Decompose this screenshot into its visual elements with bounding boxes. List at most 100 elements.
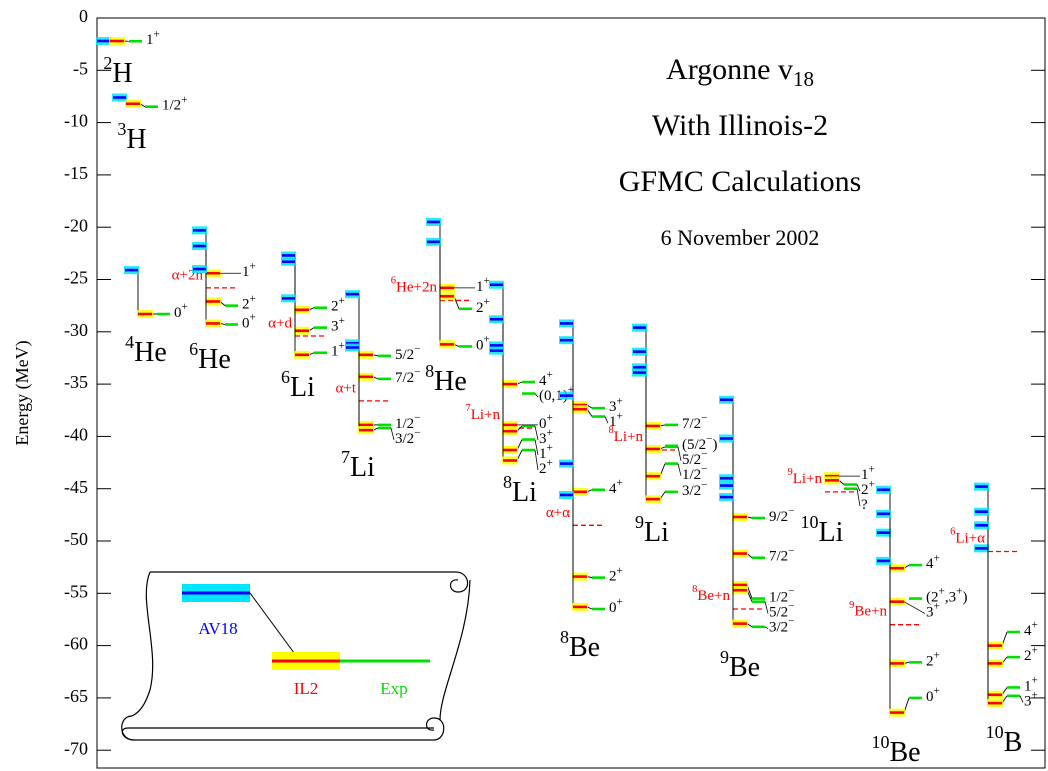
threshold-label: 6Li+α (950, 527, 985, 547)
nucleus-label: 2H (103, 53, 132, 89)
spin-label: (2+,3+) (926, 585, 968, 606)
nucleus: 8Li+n7/2−(5/2−)5/2−1/2−3/2−9Li (608, 324, 717, 549)
nucleus-element: Be (729, 652, 760, 683)
nucleus-element: H (112, 58, 132, 89)
nucleus-element: Li (350, 452, 375, 483)
nucleus-element: B (1004, 727, 1023, 758)
spin-label: 0+ (174, 301, 188, 322)
spin-leader (678, 447, 681, 461)
legend-label: AV18 (198, 619, 237, 638)
nucleus-mass: 10 (801, 512, 819, 532)
spin-label: 1+ (476, 275, 490, 296)
nucleus-label: 3H (117, 119, 146, 155)
nucleus-label: 6He (189, 339, 231, 375)
nucleus: α+t5/2−7/2−1/2−3/2−7Li (336, 290, 421, 483)
spin-label: 0+ (609, 596, 623, 617)
nucleus-element: Li (644, 517, 669, 548)
nucleus-element: He (134, 337, 167, 368)
spin-leader (391, 428, 394, 440)
nucleus-element: Li (290, 372, 315, 403)
nucleus-mass: 8 (503, 472, 512, 492)
nucleus-element: He (198, 344, 231, 375)
nucleus-label: 8Be (560, 627, 600, 663)
threshold-label: 9Li+n (787, 467, 822, 487)
spin-label: 4+ (926, 552, 940, 573)
chart-subtitle: GFMC Calculations (619, 165, 862, 198)
nucleus-element: Be (569, 632, 600, 663)
nucleus-element: Be (889, 737, 920, 768)
y-tick-label: -40 (64, 425, 88, 445)
chart-title: Argonne v18 (666, 53, 814, 91)
spin-label: 7/2− (769, 545, 795, 566)
nucleus: 6Li+α4+2+1+3+10B (950, 483, 1038, 759)
nucleus-mass: 3 (117, 119, 126, 139)
spin-leader (1020, 696, 1023, 703)
nucleus-element: Li (512, 477, 537, 508)
nucleus-mass: 7 (341, 447, 350, 467)
nucleus-mass: 8 (425, 361, 434, 381)
spin-label: 2+ (476, 296, 490, 317)
spin-leader (765, 602, 768, 614)
spin-leader (678, 464, 681, 476)
spin-label: 4+ (1024, 619, 1038, 640)
nucleus-mass: 9 (635, 512, 644, 532)
spin-leader (605, 417, 608, 424)
chart-subtitle: With Illinois-2 (652, 109, 828, 142)
y-tick-label: -45 (64, 477, 88, 497)
spin-leader (857, 489, 860, 506)
y-tick-label: -35 (64, 372, 88, 392)
spin-label: 1+ (331, 340, 345, 361)
nucleus-label: 6Li (281, 367, 315, 403)
threshold-label: 7Li+n (465, 404, 500, 424)
spin-label: 4+ (539, 369, 553, 390)
spin-leader (535, 426, 538, 440)
spin-label: 2+ (242, 292, 256, 313)
spin-label: 5/2− (395, 343, 421, 364)
spin-leader (904, 602, 925, 614)
y-tick-label: -55 (64, 581, 88, 601)
spin-label: 0+ (242, 311, 256, 332)
nucleus-label: 10Li (801, 512, 844, 548)
nucleus-mass: 6 (189, 339, 198, 359)
y-tick-label: -70 (64, 738, 88, 758)
nucleus-label: 9Li (635, 512, 669, 548)
spin-label: 2+ (926, 649, 940, 670)
nucleus-mass: 8 (560, 627, 569, 647)
y-tick-label: -65 (64, 686, 88, 706)
spin-leader (765, 627, 768, 629)
threshold-label: 9Be+n (849, 600, 887, 620)
legend-connector (250, 593, 300, 661)
y-tick-label: -10 (64, 111, 88, 131)
nucleus-mass: 10 (986, 722, 1004, 742)
y-tick-label: 0 (79, 6, 88, 26)
nucleus: 9Li+n1+2+?10Li (787, 463, 874, 548)
nucleus-label: 4He (125, 332, 167, 368)
nucleus-element: Li (819, 517, 844, 548)
nucleus-mass: 6 (281, 367, 290, 387)
y-tick-label: -20 (64, 215, 88, 235)
nucleus-element: H (126, 124, 146, 155)
nucleus-label: 7Li (341, 447, 375, 483)
nucleus: α+α3+1+4+2+0+8Be (546, 319, 623, 663)
nucleus-label: 10Be (871, 732, 920, 768)
y-tick-label: -30 (64, 320, 88, 340)
legend-label: IL2 (294, 679, 319, 698)
chart-subtitle: 6 November 2002 (661, 225, 820, 250)
scroll-curl (451, 572, 468, 592)
y-axis-label: Energy (MeV) (12, 340, 33, 445)
spin-label: (5/2−) (682, 433, 718, 454)
spin-label: 7/2− (395, 366, 421, 387)
threshold-label: 8Li+n (608, 426, 643, 446)
nucleus: 1+ 2H (96, 28, 160, 89)
spin-label: 7/2− (682, 412, 708, 433)
threshold-label: α+α (546, 505, 570, 521)
spin-label: 9/2− (769, 505, 795, 526)
spin-label: 4+ (609, 477, 623, 498)
y-tick-label: -15 (64, 163, 88, 183)
nucleus-mass: 2 (103, 53, 112, 73)
spin-label: 1+ (146, 28, 160, 49)
nucleus-mass: 9 (720, 647, 729, 667)
spin-label: 3+ (331, 314, 345, 335)
y-tick-label: -5 (73, 58, 88, 78)
nucleus-mass: 4 (125, 332, 134, 352)
